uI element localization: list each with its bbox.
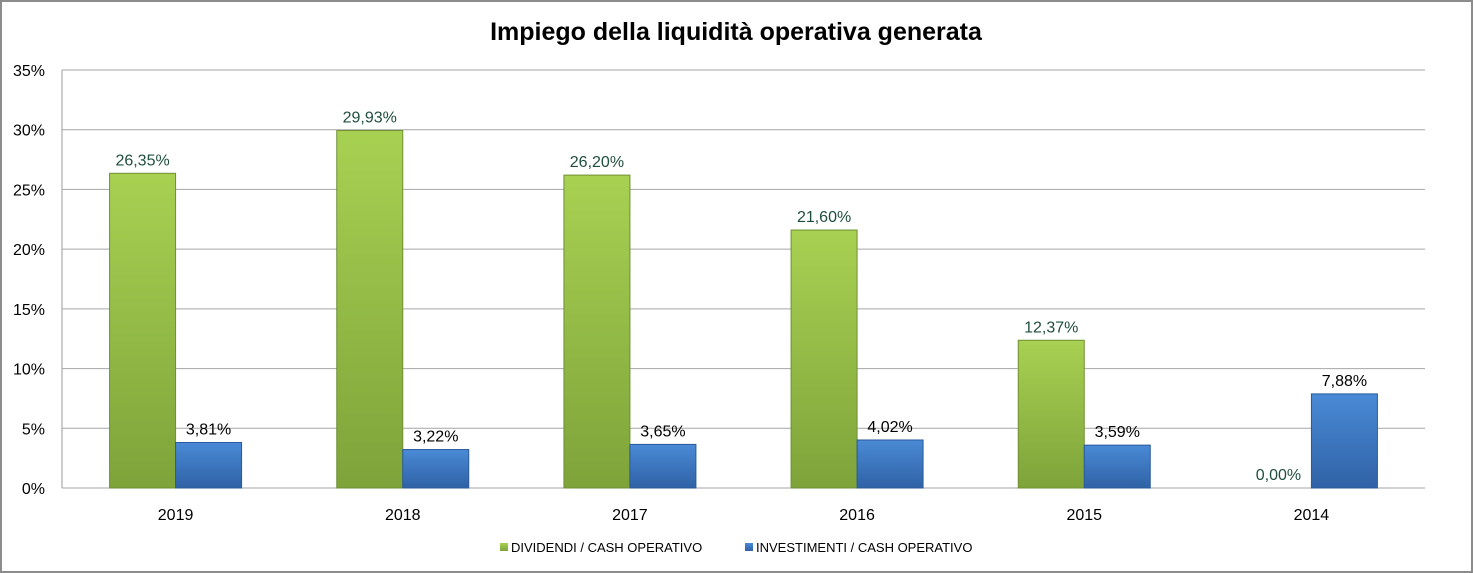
legend-swatch-dividendi — [500, 543, 508, 551]
bar-investimenti — [1083, 444, 1151, 489]
y-tick-label: 25% — [13, 182, 45, 199]
x-tick-label: 2016 — [839, 507, 875, 524]
data-label: 3,59% — [1095, 424, 1140, 441]
bar-dividendi — [336, 130, 404, 489]
bar-dividendi — [563, 174, 631, 489]
bar-investimenti — [175, 441, 243, 489]
y-tick-label: 20% — [13, 242, 45, 259]
y-tick-label: 0% — [22, 481, 45, 498]
x-tick-label: 2018 — [385, 507, 421, 524]
legend-label: INVESTIMENTI / CASH OPERATIVO — [756, 540, 972, 555]
y-tick-label: 10% — [13, 362, 45, 379]
bar-investimenti — [1310, 393, 1378, 489]
x-tick-label: 2019 — [158, 507, 194, 524]
bar-dividendi — [109, 172, 177, 489]
data-label: 0,00% — [1256, 467, 1301, 484]
data-label: 26,20% — [570, 154, 624, 171]
legend-swatch-investimenti — [745, 543, 753, 551]
data-label: 4,02% — [867, 419, 912, 436]
data-label: 3,65% — [640, 423, 685, 440]
x-tick-label: 2015 — [1066, 507, 1102, 524]
bar-investimenti — [856, 439, 924, 489]
bar-dividendi — [1017, 339, 1085, 489]
data-label: 12,37% — [1024, 319, 1078, 336]
bar-investimenti — [402, 449, 470, 489]
data-label: 26,35% — [115, 152, 169, 169]
data-label: 29,93% — [343, 110, 397, 127]
legend-label: DIVIDENDI / CASH OPERATIVO — [511, 540, 702, 555]
y-tick-label: 5% — [22, 421, 45, 438]
bar-dividendi — [790, 229, 858, 489]
data-label: 21,60% — [797, 209, 851, 226]
y-tick-label: 15% — [13, 302, 45, 319]
data-label: 3,22% — [413, 429, 458, 446]
data-label: 7,88% — [1322, 373, 1367, 390]
chart-title: Impiego della liquidità operativa genera… — [490, 18, 983, 46]
y-tick-label: 35% — [13, 63, 45, 80]
y-tick-label: 30% — [13, 123, 45, 140]
data-label: 3,81% — [186, 421, 231, 438]
x-tick-label: 2017 — [612, 507, 648, 524]
bar-investimenti — [629, 443, 697, 489]
x-tick-label: 2014 — [1294, 507, 1330, 524]
